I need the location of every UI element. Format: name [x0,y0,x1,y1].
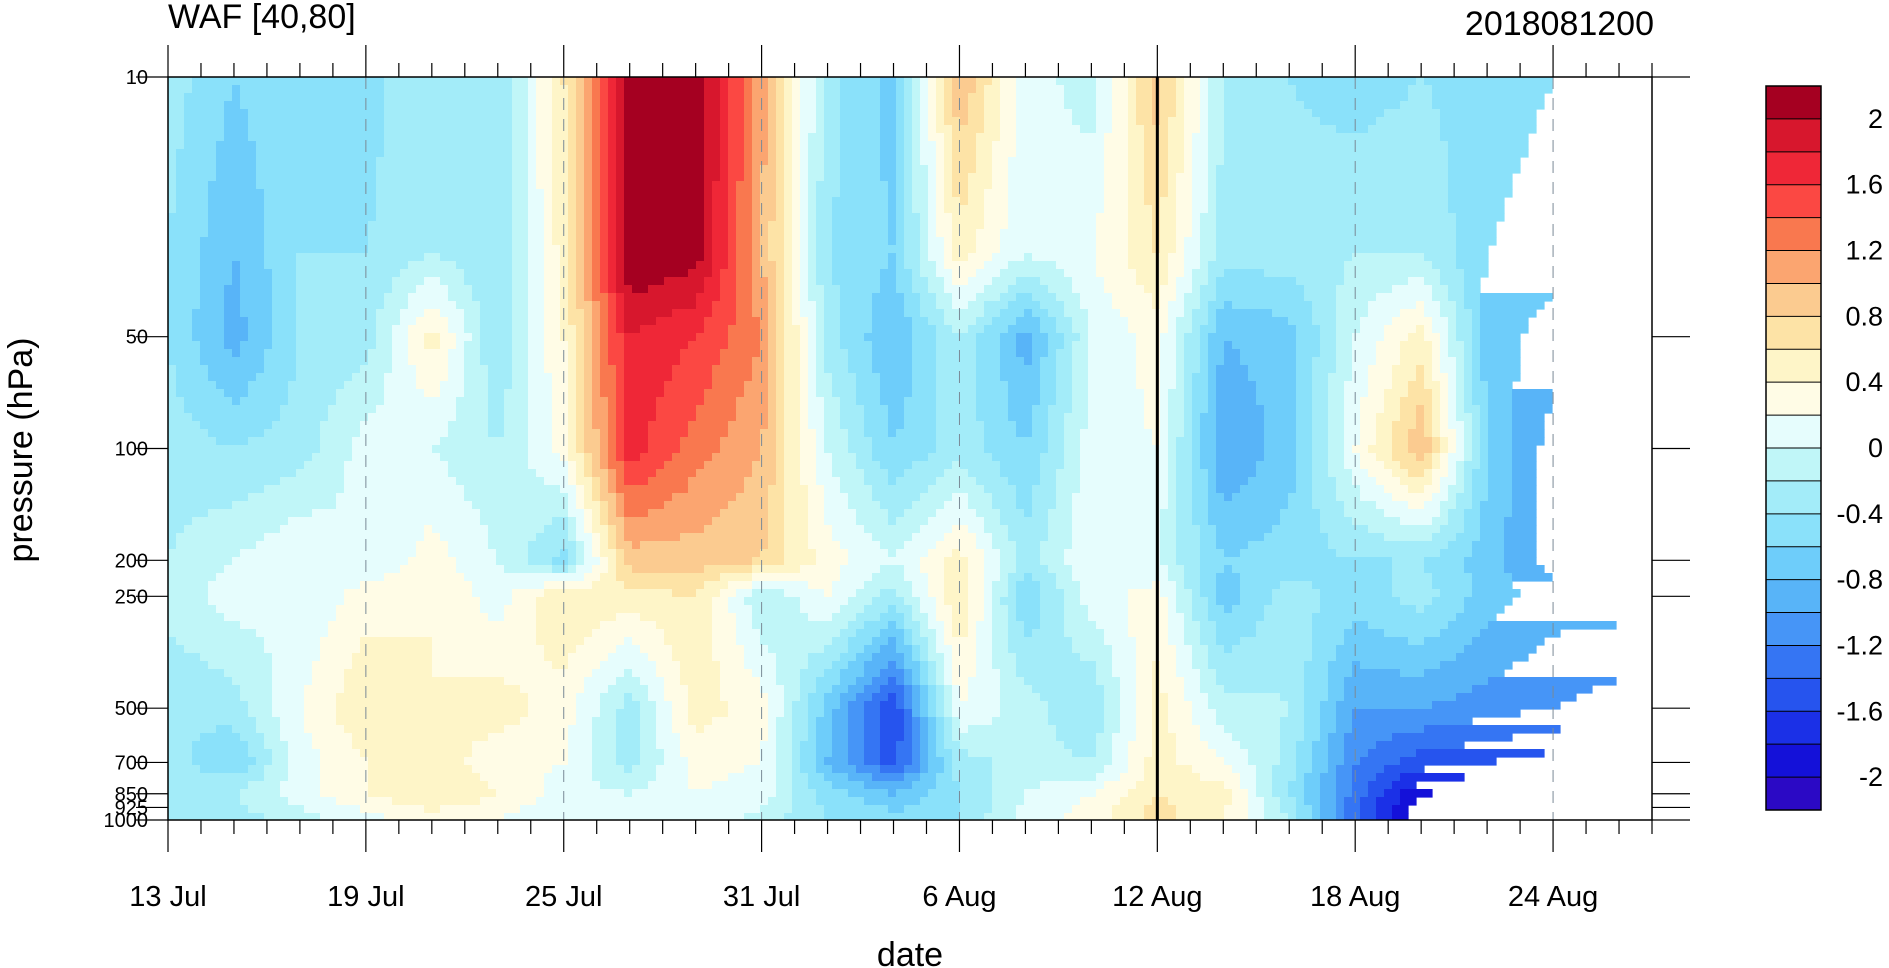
colorbar-swatch [1766,480,1821,515]
colorbar-frame [1765,85,1822,811]
colorbar-swatch [1766,711,1821,745]
colorbar-swatch [1766,151,1821,186]
colorbar-swatch [1766,448,1821,482]
colorbar-swatch [1766,382,1821,416]
colorbar-label: -0.8 [1836,565,1883,595]
colorbar-label: 1.2 [1845,236,1883,266]
colorbar: 2 1.6 1.2 0.8 0.4 0 -0.4 -0.8 -1.2 -1.6 -2 [1765,85,1883,811]
y-tick-label: 50 [126,327,148,349]
y-tick-label: 100 [115,439,148,461]
colorbar-swatch [1766,744,1821,778]
colorbar-label: 0.4 [1845,367,1883,397]
colorbar-swatch [1766,349,1821,383]
y-axis-title: pressure (hPa) [2,338,40,563]
y-tick-label: 700 [115,752,148,774]
x-tick-label: 13 Jul [129,881,206,913]
y-tick-label: 850 [115,784,148,806]
colorbar-swatch [1766,217,1821,252]
y-tick-label: 1000 [104,810,149,832]
colorbar-label: 2 [1868,104,1883,134]
colorbar-swatch [1766,250,1821,284]
colorbar-label: 0 [1868,433,1883,463]
colorbar-swatch [1766,678,1821,712]
x-tick-label: 24 Aug [1508,881,1598,913]
colorbar-label: -1.2 [1836,630,1883,660]
y-tick-label: 925 [115,797,148,819]
colorbar-label: -1.6 [1836,696,1883,726]
colorbar-swatch [1766,645,1821,679]
colorbar-label: -0.4 [1836,499,1883,529]
contour-field [168,77,1617,820]
x-tick-label: 19 Jul [327,881,404,913]
y-tick-label: 250 [115,586,148,608]
x-tick-label: 18 Aug [1310,881,1400,913]
x-tick-label: 25 Jul [525,881,602,913]
colorbar-swatch [1766,184,1821,219]
timestamp-label: 2018081200 [1465,5,1654,43]
colorbar-swatch [1766,86,1821,120]
y-tick-label: 10 [126,67,148,89]
colorbar-swatch [1766,513,1821,548]
x-axis-title: date [877,936,943,968]
colorbar-swatch [1766,415,1821,449]
colorbar-label: 1.6 [1845,170,1883,200]
colorbar-swatch [1766,612,1821,646]
x-tick-label: 6 Aug [922,881,996,913]
x-tick-label: 31 Jul [723,881,800,913]
y-tick-label: 500 [115,698,148,720]
x-axis: 13 Jul 19 Jul 25 Jul 31 Jul 6 Aug 12 Aug 18 Au… [129,45,1653,913]
colorbar-swatch [1766,579,1821,614]
colorbar-swatch [1766,777,1821,811]
colorbar-swatch [1766,283,1821,317]
colorbar-label: 0.8 [1845,301,1883,331]
colorbar-label: -2 [1859,762,1883,792]
chart-title: WAF [40,80] [168,0,356,36]
colorbar-swatch [1766,118,1821,153]
colorbar-swatch [1766,546,1821,581]
colorbar-swatch [1766,316,1821,350]
y-tick-label: 200 [115,550,148,572]
x-tick-label: 12 Aug [1112,881,1202,913]
